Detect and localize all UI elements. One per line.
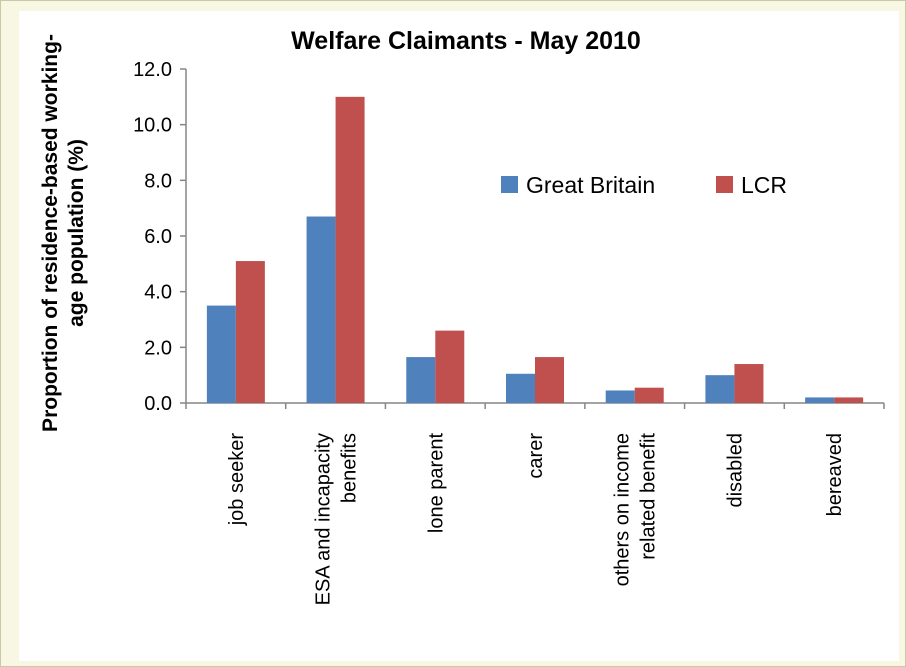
category-label: others on income [612,433,634,586]
bar-lcr [834,397,864,403]
category-label: carer [525,433,547,479]
chart-title: Welfare Claimants - May 2010 [291,27,641,55]
category-label: lone parent [425,433,447,534]
category-label: bereaved [824,433,846,516]
category-label: job seeker [226,433,248,527]
bars [206,96,864,403]
bar-lcr [734,364,764,403]
y-tick-labels: 0.0 2.0 4.0 6.0 8.0 10.0 12.0 [133,59,172,415]
y-tick-label: 6.0 [144,226,172,248]
category-label: ESA and incapacity [313,433,335,605]
legend-label-great-britain: Great Britain [526,172,655,198]
bar-lcr [535,357,564,403]
bar-great-britain [605,390,635,403]
legend-swatch-great-britain [501,176,518,193]
y-tick-label: 8.0 [144,170,172,192]
bar-great-britain [206,305,236,403]
legend: Great Britain LCR [501,172,787,198]
category-label: disabled [724,433,746,508]
legend-swatch-lcr [716,176,733,193]
bar-great-britain [705,375,735,403]
category-label: related benefit [638,433,660,560]
y-tick-label: 10.0 [133,115,172,137]
axes [180,68,885,409]
y-axis-label-line-1: Proportion of residence-based working- [39,34,62,432]
bar-lcr [335,96,365,403]
bar-chart: Welfare Claimants - May 2010 Proportion … [39,27,885,606]
bar-great-britain [306,216,336,403]
bar-great-britain [406,357,436,403]
bar-great-britain [506,373,535,403]
y-axis-label: Proportion of residence-based working- a… [39,34,88,432]
y-tick-label: 12.0 [133,59,172,81]
y-tick-label: 2.0 [144,337,172,359]
chart-area: Welfare Claimants - May 2010 Proportion … [19,11,899,661]
y-axis-label-line-2: age population (%) [65,139,88,327]
legend-label-lcr: LCR [741,172,787,198]
category-label: benefits [339,433,361,503]
bar-great-britain [805,397,835,403]
bar-lcr [634,387,664,403]
category-labels: job seeker ESA and incapacity benefits lone… [226,433,846,606]
bar-lcr [435,330,465,403]
y-tick-label: 0.0 [144,393,172,415]
bar-lcr [235,261,265,403]
y-tick-label: 4.0 [144,282,172,304]
